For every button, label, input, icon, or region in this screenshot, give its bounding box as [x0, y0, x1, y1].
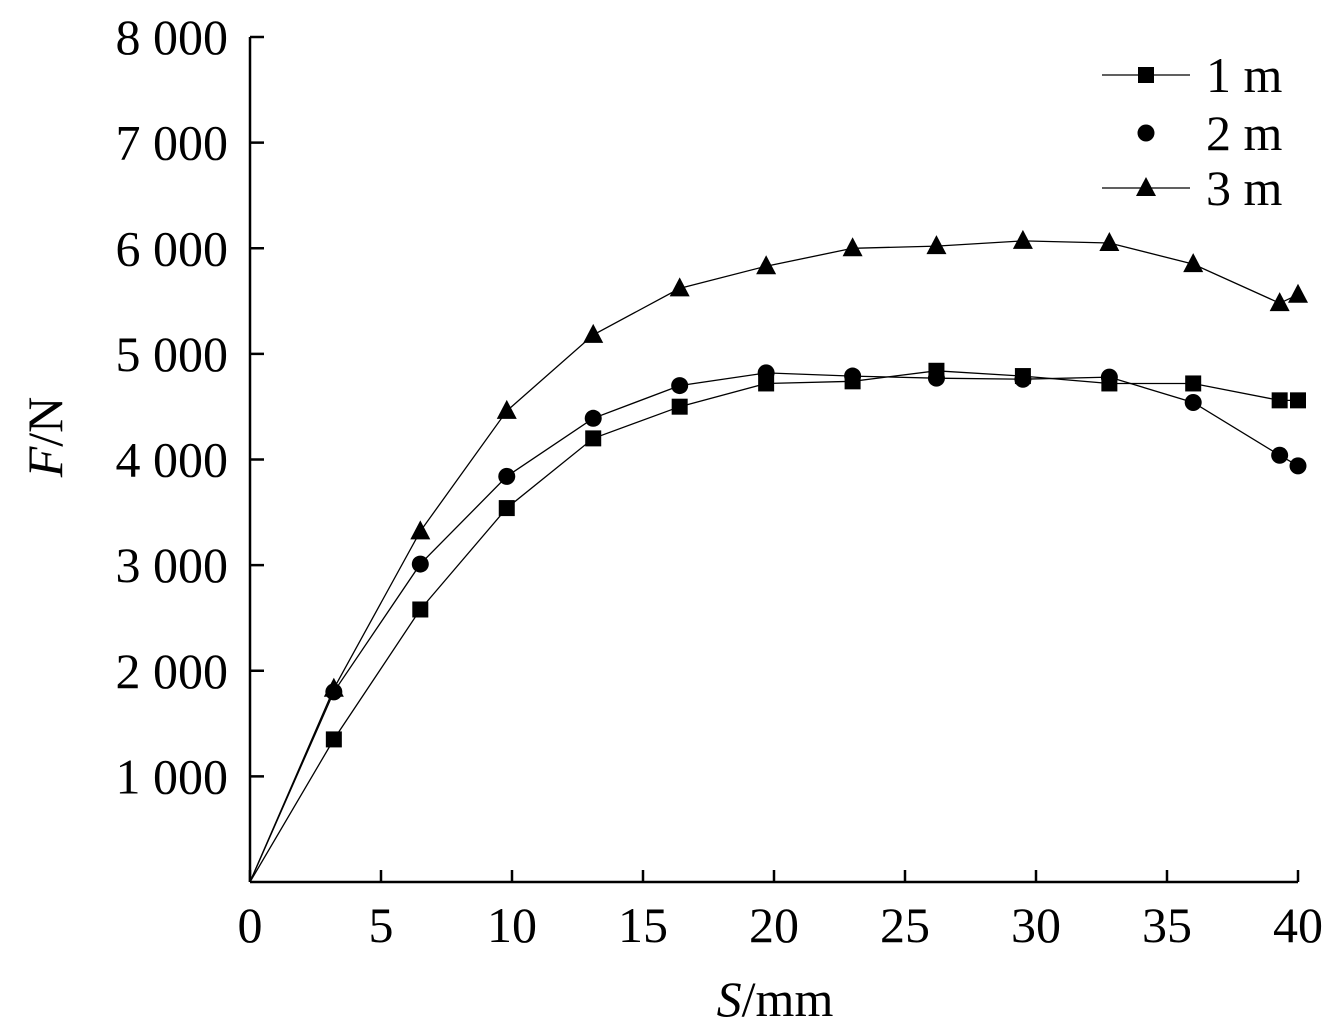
series-3: [249, 229, 1308, 883]
y-tick-label: 2 000: [116, 643, 229, 699]
legend-label: 1 m: [1206, 47, 1283, 103]
series-2: [249, 364, 1307, 883]
data-point: [756, 255, 777, 275]
data-point: [496, 399, 517, 419]
data-point: [1289, 457, 1307, 475]
axes: 0 5 10 15 20 25 30 35 40 1 000 2 000 3 000 4 000 5 00…: [116, 9, 1324, 953]
x-tick-label: 10: [487, 897, 537, 953]
series-line: [249, 370, 1298, 883]
data-point: [585, 430, 602, 447]
x-tick-label: 25: [880, 897, 930, 953]
data-point: [1185, 375, 1202, 392]
legend-item: 1 m: [1102, 47, 1283, 103]
data-point: [498, 500, 515, 517]
legend: 1 m2 m3 m: [1102, 47, 1283, 216]
legend-label: 3 m: [1206, 160, 1283, 216]
data-point: [926, 235, 947, 255]
y-tick-label: 7 000: [116, 115, 229, 171]
data-point: [411, 555, 429, 573]
x-tick-label: 0: [238, 897, 263, 953]
series-group: [249, 229, 1308, 883]
legend-marker: [1137, 124, 1155, 142]
y-axis-label-unit: /N: [17, 397, 73, 447]
x-tick-label: 40: [1273, 897, 1323, 953]
data-point: [1183, 253, 1204, 273]
data-point: [671, 377, 689, 395]
data-point: [1100, 368, 1118, 386]
y-tick-label: 1 000: [116, 748, 229, 804]
x-axis-label-unit: /mm: [742, 971, 834, 1027]
legend-marker: [1136, 177, 1156, 196]
series-line: [249, 240, 1299, 883]
data-point: [1012, 229, 1033, 249]
x-axis-label: S/mm: [717, 971, 834, 1027]
data-point: [323, 677, 344, 697]
y-tick-label: 8 000: [116, 9, 229, 65]
data-point: [669, 277, 690, 297]
legend-marker: [1138, 67, 1154, 83]
data-point: [412, 601, 429, 618]
x-tick-label: 30: [1011, 897, 1061, 953]
x-tick-label: 35: [1142, 897, 1192, 953]
series-line: [249, 372, 1299, 883]
data-point: [1184, 393, 1202, 411]
legend-label: 2 m: [1206, 105, 1283, 161]
data-point: [325, 731, 342, 748]
data-point: [583, 323, 604, 343]
x-tick-label: 20: [749, 897, 799, 953]
x-tick-label: 5: [369, 897, 394, 953]
data-point: [844, 367, 862, 385]
legend-item: 2 m: [1137, 105, 1283, 161]
series-1: [249, 362, 1306, 883]
data-point: [410, 520, 431, 540]
y-tick-label: 6 000: [116, 220, 229, 276]
data-point: [1271, 446, 1289, 464]
y-axis-label-symbol: F: [17, 446, 73, 478]
data-point: [1099, 231, 1120, 251]
data-point: [1269, 292, 1290, 312]
data-point: [1271, 392, 1288, 409]
data-point: [927, 369, 945, 387]
y-axis-label: F/N: [17, 397, 73, 479]
data-point: [584, 409, 602, 427]
y-tick-label: 3 000: [116, 537, 229, 593]
y-tick-label: 5 000: [116, 326, 229, 382]
data-point: [757, 364, 775, 382]
data-point: [1014, 370, 1032, 388]
data-point: [1290, 392, 1306, 409]
y-tick-label: 4 000: [116, 432, 229, 488]
data-point: [842, 237, 863, 257]
data-point: [671, 398, 688, 415]
x-axis-label-symbol: S: [717, 971, 742, 1027]
x-tick-label: 15: [618, 897, 668, 953]
data-point: [498, 467, 516, 485]
data-point: [1288, 283, 1308, 303]
legend-item: 3 m: [1102, 160, 1283, 216]
